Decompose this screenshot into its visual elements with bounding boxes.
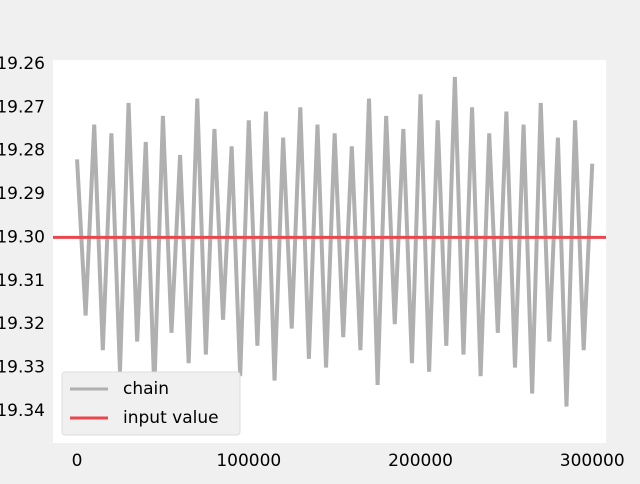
x-tick-label: 300000 [560,451,625,471]
x-tick-label: 200000 [388,451,453,471]
chain-line [75,76,595,407]
y-tick-label: -19.29 [0,184,45,204]
y-tick-label: -19.32 [0,314,45,334]
y-tick-label: -19.31 [0,271,45,291]
y-tick-label: -19.34 [0,401,45,421]
x-tick-label: 0 [72,451,83,471]
y-tick-label: -19.26 [0,54,45,74]
y-tick-label: -19.30 [0,227,45,247]
legend-label: input value [123,408,219,428]
y-tick-label: -19.33 [0,358,45,378]
x-tick-label: 100000 [216,451,281,471]
legend-label: chain [123,379,169,399]
y-tick-label: -19.27 [0,97,45,117]
y-tick-label: -19.28 [0,141,45,161]
